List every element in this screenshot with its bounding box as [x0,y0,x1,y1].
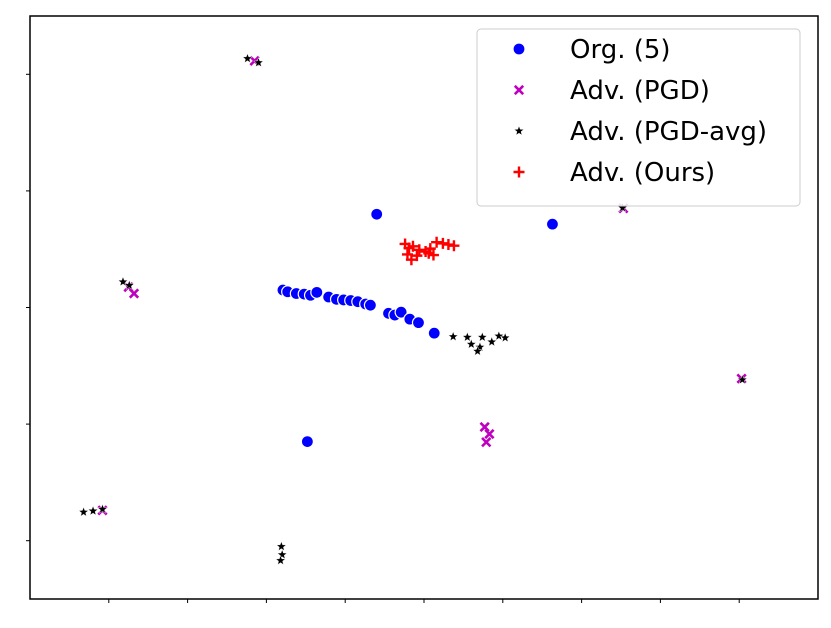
point-2-20 [737,374,748,385]
point-2-10 [447,331,459,342]
point-2-2 [117,276,129,287]
legend: Org. (5) Adv. (PGD) Adv. (PGD-avg) Adv. (Ou… [476,28,801,207]
point-2-6 [97,503,108,514]
point-2-11 [462,331,473,342]
point-1-4 [479,421,490,433]
series-0 [276,207,560,449]
point-3-11 [411,250,423,262]
point-2-8 [276,549,288,560]
point-0-20 [411,316,426,330]
point-0-2 [300,434,314,449]
point-0-1 [545,217,560,231]
point-2-12 [465,338,477,349]
point-2-4 [78,506,89,517]
point-3-12 [405,254,417,266]
point-2-18 [472,345,483,356]
point-3-2 [407,240,419,252]
point-2-3 [123,279,135,290]
legend-label-0: Org. (5) [570,35,671,65]
point-3-9 [448,240,460,252]
point-0-0 [370,207,384,221]
point-2-13 [474,341,486,352]
point-2-15 [486,336,498,347]
point-1-5 [484,428,495,440]
legend-label-1: Adv. (PGD) [570,76,710,106]
point-0-15 [363,298,378,312]
legend-marker-0 [512,42,526,56]
point-2-14 [477,331,488,342]
series-2 [78,52,748,566]
point-2-5 [87,505,99,516]
legend-label-3: Adv. (Ours) [570,158,715,188]
point-1-2 [128,288,140,299]
point-0-18 [394,305,408,319]
point-1-6 [481,437,492,448]
point-0-8 [310,285,324,299]
legend-box [476,28,801,207]
series-3 [399,236,460,266]
data-marks [78,52,748,566]
point-2-1 [253,57,264,68]
legend-label-2: Adv. (PGD-avg) [570,117,767,147]
point-2-0 [242,52,253,64]
legend-marker-3 [513,166,525,178]
point-2-7 [276,540,287,552]
point-2-9 [275,554,286,566]
legend-marker-2 [513,125,525,136]
point-0-21 [427,326,441,340]
point-3-3 [413,244,425,256]
point-2-16 [493,330,505,341]
legend-marker-1 [513,84,525,96]
plot-frame [29,15,819,600]
point-2-17 [499,332,511,343]
point-3-14 [427,249,439,261]
